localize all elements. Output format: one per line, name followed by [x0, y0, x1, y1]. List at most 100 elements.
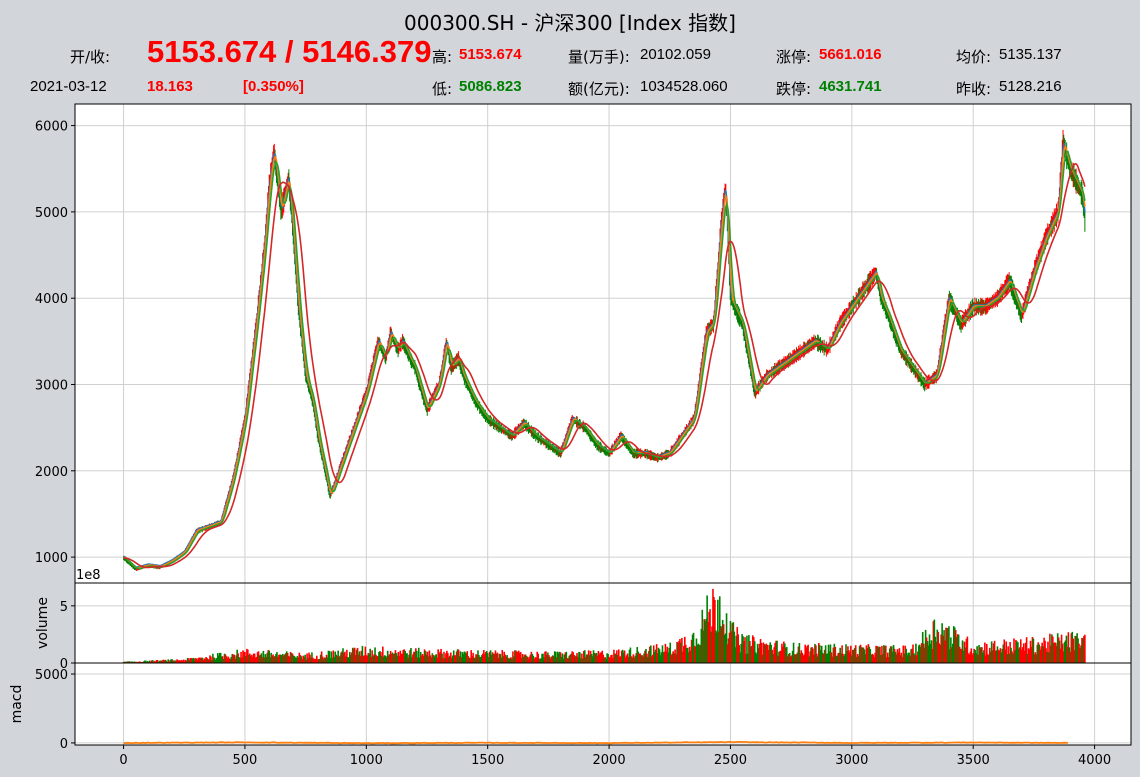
- volume-bar: [447, 653, 449, 663]
- volume-bar: [859, 644, 862, 663]
- volume-bar: [385, 657, 388, 663]
- volume-bar: [177, 659, 179, 663]
- volume-bar: [343, 653, 345, 663]
- volume-bar: [671, 653, 673, 663]
- volume-bar: [267, 650, 270, 663]
- volume-bar: [711, 626, 713, 663]
- volume-bar: [525, 655, 528, 663]
- volume-bar: [307, 657, 309, 663]
- volume-bar: [715, 630, 717, 663]
- volume-bar: [559, 652, 562, 663]
- volume-bar: [1028, 649, 1031, 663]
- volume-bar: [305, 659, 307, 663]
- volume-bar: [413, 651, 415, 663]
- volume-bar: [727, 638, 730, 663]
- volume-bar: [994, 650, 997, 663]
- volume-bar: [585, 654, 588, 663]
- volume-bar: [155, 659, 158, 663]
- volume-bar: [721, 619, 724, 663]
- volume-bar: [1037, 642, 1040, 663]
- volume-bar: [1004, 649, 1007, 663]
- volume-bar: [302, 655, 304, 663]
- volume-bar: [638, 653, 640, 663]
- volume-bar: [586, 654, 589, 663]
- volume-bar: [506, 655, 508, 663]
- volume-bar: [202, 659, 204, 663]
- volume-bar: [1038, 644, 1041, 663]
- macd-panel-border: [74, 662, 1132, 746]
- volume-bar: [433, 656, 436, 663]
- volume-bar: [713, 597, 715, 663]
- volume-bar: [556, 651, 559, 663]
- x-tick-label: 1500: [471, 753, 504, 768]
- volume-bar: [1060, 634, 1063, 663]
- volume-bar: [1022, 643, 1025, 663]
- macd-y-tick-label: 5000: [35, 668, 68, 683]
- volume-bar: [423, 649, 426, 663]
- volume-bar: [762, 642, 765, 663]
- volume-bar: [1017, 642, 1019, 663]
- high-label: 高:: [432, 48, 453, 66]
- volume-bar: [833, 643, 836, 663]
- volume-bar: [827, 644, 830, 663]
- volume-bar: [642, 656, 644, 663]
- volume-bar: [719, 625, 722, 663]
- volume-bar: [620, 650, 623, 663]
- volume-bar: [228, 658, 231, 663]
- volume-bar: [500, 657, 503, 663]
- volume-bar: [866, 647, 869, 663]
- volume-bar: [781, 643, 783, 663]
- volume-bar: [181, 660, 184, 663]
- volume-bar: [924, 629, 927, 663]
- volume-bar: [565, 651, 568, 663]
- volume-bar: [971, 654, 974, 663]
- volume-bar: [912, 644, 914, 663]
- volume-bar: [911, 648, 913, 663]
- volume-bar: [487, 657, 490, 663]
- volume-bar: [988, 647, 991, 663]
- volume-bar: [684, 636, 686, 663]
- volume-bar: [764, 644, 767, 663]
- volume-bar: [629, 647, 632, 663]
- volume-bar: [256, 652, 259, 663]
- volume-bar: [139, 661, 141, 663]
- volume-bar: [287, 655, 290, 663]
- volume-bar: [956, 634, 959, 663]
- limit-up-value: 5661.016: [819, 46, 882, 63]
- volume-bar: [345, 656, 347, 663]
- volume-bar: [363, 655, 366, 663]
- volume-bar: [963, 641, 966, 663]
- volume-bar: [726, 644, 729, 663]
- volume-bar: [241, 657, 243, 663]
- volume-bar: [576, 653, 578, 663]
- volume-bar: [692, 632, 695, 663]
- volume-bar: [813, 654, 815, 663]
- volume-bar: [1074, 635, 1076, 663]
- volume-bar: [470, 650, 472, 663]
- volume-bar: [340, 652, 342, 663]
- volume-bar: [983, 650, 985, 663]
- volume-bar: [685, 647, 688, 663]
- volume-bar: [842, 653, 844, 663]
- volume-bar: [676, 641, 678, 663]
- volume-bar: [488, 651, 491, 663]
- volume-bar: [793, 654, 796, 663]
- volume-bar: [130, 661, 133, 663]
- volume-bar: [398, 655, 401, 663]
- volume-bar: [417, 647, 420, 663]
- volume-bar: [458, 656, 461, 663]
- volume-bar: [395, 653, 398, 663]
- volume-bar: [258, 655, 261, 663]
- volume-bar: [404, 650, 406, 663]
- volume-bar: [1025, 637, 1028, 663]
- volume-bar: [548, 655, 550, 663]
- volume-bar: [996, 646, 999, 663]
- volume-bar: [610, 655, 612, 663]
- volume-bar: [591, 656, 594, 663]
- volume-bar: [414, 651, 416, 663]
- volume-bar: [876, 645, 878, 663]
- volume-bar: [672, 651, 674, 663]
- volume-bar: [1003, 639, 1006, 663]
- trade-date: 2021-03-12: [30, 78, 107, 95]
- volume-bar: [1056, 633, 1059, 663]
